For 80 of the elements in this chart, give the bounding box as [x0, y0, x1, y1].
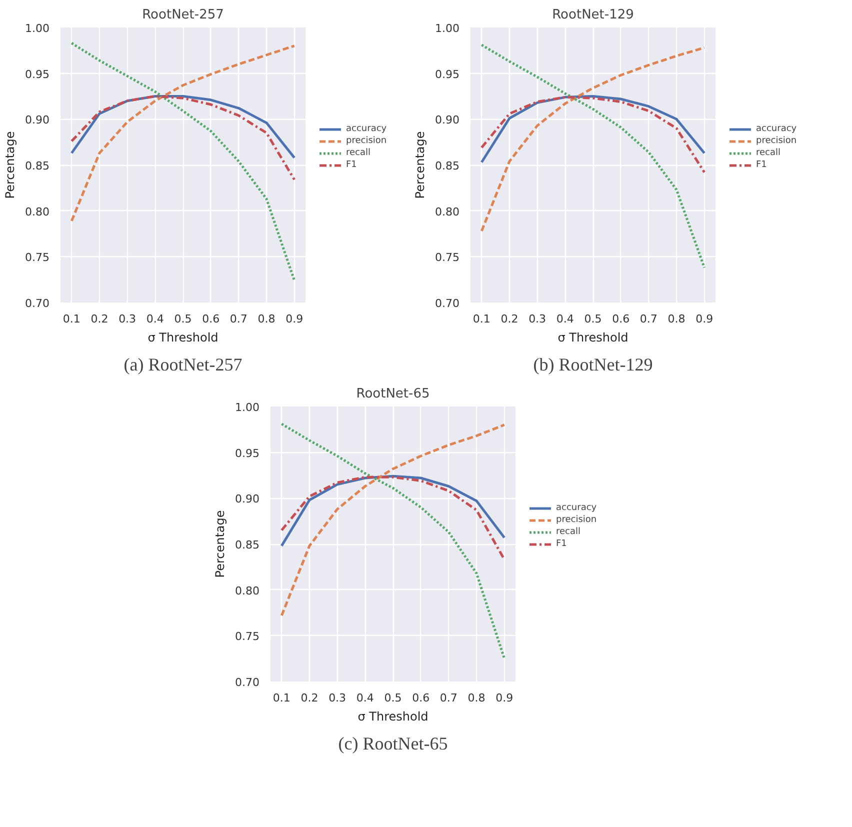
x-axis-title: σ Threshold [148, 330, 218, 344]
x-tick-label: 0.1 [272, 692, 290, 704]
y-tick-label: 0.90 [235, 492, 260, 506]
text: (a) RootNet-257 [124, 354, 242, 374]
x-tick-label: 0.5 [174, 312, 192, 326]
x-tick-label: 0.3 [328, 692, 346, 704]
text: (b) RootNet-129 [533, 354, 653, 374]
x-tick-label: 0.9 [696, 312, 714, 326]
chart-title: RootNet-65 [356, 386, 430, 402]
y-tick-label: 0.70 [235, 676, 260, 689]
y-tick-label: 0.75 [25, 251, 50, 264]
x-tick-label: 0.9 [286, 312, 304, 326]
x-tick-label: 0.6 [412, 692, 430, 704]
y-tick-label: 0.90 [435, 114, 460, 127]
legend-label: F1 [756, 160, 768, 170]
line-series [280, 422, 506, 660]
legend-label: accuracy [756, 124, 797, 134]
x-tick-label: 0.2 [90, 312, 108, 326]
x-tick-label: 0.4 [556, 312, 574, 326]
line-series [70, 95, 296, 181]
legend-label: precision [346, 136, 387, 146]
x-tick-label: 0.2 [500, 312, 518, 326]
x-axis-title: σ Threshold [558, 330, 628, 344]
y-tick-label: 0.70 [25, 297, 50, 310]
x-tick-label: 0.5 [384, 692, 402, 704]
chart-title: RootNet-129 [552, 8, 634, 22]
text: (c) RootNet-65 [338, 734, 448, 754]
y-axis-title: Percentage [213, 510, 228, 578]
y-axis-title: Percentage [3, 131, 18, 199]
x-tick-label: 0.8 [258, 312, 276, 326]
y-axis-title: Percentage [413, 131, 428, 199]
legend-label: accuracy [346, 124, 387, 134]
x-tick-label: 0.8 [468, 692, 486, 704]
legend-label: precision [756, 136, 797, 146]
y-tick-label: 0.75 [235, 630, 260, 644]
x-tick-label: 0.5 [584, 312, 602, 326]
legend-label: recall [756, 148, 781, 158]
legend-label: F1 [346, 160, 358, 170]
x-tick-label: 0.2 [300, 692, 318, 704]
y-tick-label: 0.80 [235, 584, 260, 598]
y-tick-label: 1.00 [25, 22, 50, 35]
x-tick-label: 0.9 [496, 692, 514, 704]
legend-label: precision [556, 515, 597, 526]
x-tick-label: 0.3 [118, 312, 136, 326]
x-tick-label: 0.7 [640, 312, 658, 326]
y-tick-label: 0.80 [435, 205, 460, 218]
legend-label: recall [346, 148, 371, 158]
x-tick-label: 0.4 [356, 692, 374, 704]
y-tick-label: 0.85 [235, 538, 260, 552]
legend-label: accuracy [556, 503, 597, 514]
y-tick-label: 0.85 [435, 160, 460, 172]
y-tick-label: 1.00 [235, 401, 260, 414]
legend-label: F1 [556, 539, 568, 550]
line-series [280, 476, 506, 561]
x-axis-title: σ Threshold [358, 710, 428, 724]
chart-title: RootNet-257 [142, 8, 224, 22]
y-tick-label: 0.75 [435, 251, 460, 264]
line-series [480, 46, 706, 232]
x-tick-label: 0.4 [146, 312, 164, 326]
legend-label: recall [556, 527, 581, 538]
line-series [280, 424, 506, 617]
y-tick-label: 1.00 [435, 22, 460, 35]
y-tick-label: 0.90 [25, 114, 50, 127]
line-series [70, 42, 296, 282]
y-tick-label: 0.95 [435, 68, 460, 81]
x-tick-label: 0.6 [202, 312, 220, 326]
x-tick-label: 0.7 [440, 692, 458, 704]
x-tick-label: 0.1 [472, 312, 490, 326]
x-tick-label: 0.3 [528, 312, 546, 326]
line-series [480, 44, 706, 269]
y-tick-label: 0.70 [435, 297, 460, 310]
y-tick-label: 0.80 [25, 205, 50, 218]
x-tick-label: 0.7 [230, 312, 248, 326]
y-tick-label: 0.85 [25, 160, 50, 172]
x-tick-label: 0.8 [668, 312, 686, 326]
y-tick-label: 0.95 [235, 446, 260, 460]
x-tick-label: 0.6 [612, 312, 630, 326]
line-series [70, 44, 296, 222]
x-tick-label: 0.1 [62, 312, 80, 326]
y-tick-label: 0.95 [25, 68, 50, 81]
